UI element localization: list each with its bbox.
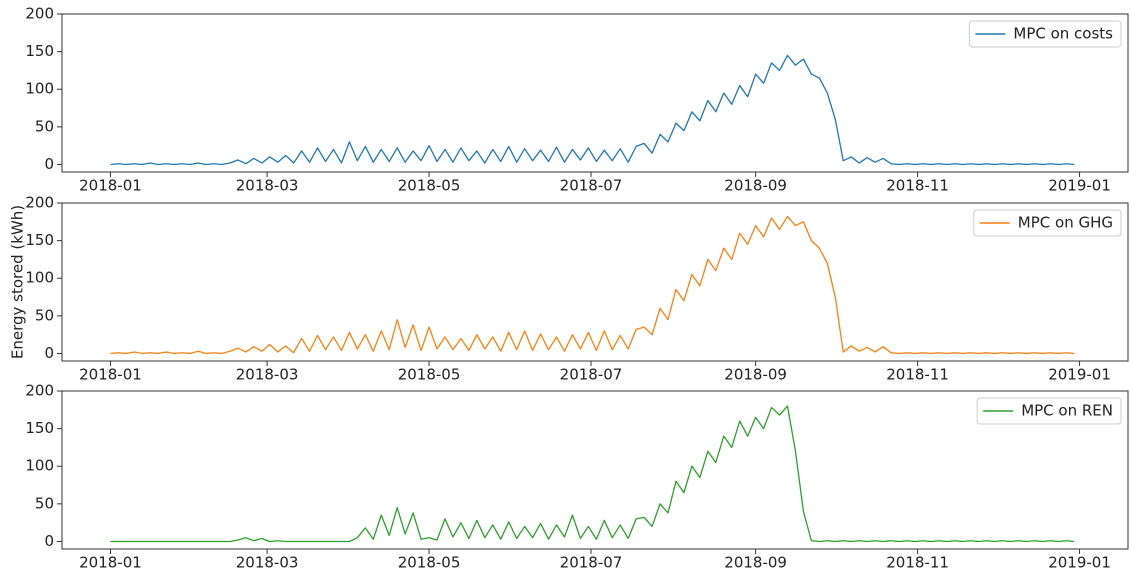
data-line xyxy=(110,54,1075,166)
x-tick-label: 2018-01 xyxy=(79,554,142,571)
y-axis-label: Energy stored (kWh) xyxy=(9,205,27,359)
legend-box xyxy=(968,20,1122,48)
y-tick-label: 200 xyxy=(25,194,54,212)
y-tick-label: 200 xyxy=(25,382,54,400)
legend-box xyxy=(973,209,1122,237)
y-tick-label: 150 xyxy=(25,42,54,60)
x-tick-label: 2018-09 xyxy=(724,554,787,571)
x-tick-label: 2019-01 xyxy=(1048,554,1111,571)
y-tick-label: 100 xyxy=(25,269,54,287)
x-tick-label: 2018-11 xyxy=(886,366,949,384)
x-tick-label: 2018-05 xyxy=(398,554,461,571)
y-tick-label: 50 xyxy=(35,306,54,324)
x-tick-label: 2019-01 xyxy=(1048,366,1111,384)
y-tick-label: 200 xyxy=(25,5,54,23)
x-tick-label: 2019-01 xyxy=(1048,177,1111,195)
x-tick-label: 2018-05 xyxy=(398,177,461,195)
x-tick-label: 2018-03 xyxy=(236,177,299,195)
x-tick-label: 2018-07 xyxy=(560,177,623,195)
axes-frame xyxy=(61,13,1129,173)
x-tick-label: 2018-03 xyxy=(236,554,299,571)
legend: MPC on REN xyxy=(976,397,1122,425)
x-tick-label: 2018-07 xyxy=(560,366,623,384)
x-tick-label: 2018-05 xyxy=(398,366,461,384)
x-tick-label: 2018-03 xyxy=(236,366,299,384)
y-tick-label: 100 xyxy=(25,80,54,98)
legend-label: MPC on costs xyxy=(1013,25,1113,43)
legend-label: MPC on GHG xyxy=(1018,214,1113,232)
x-tick-label: 2018-01 xyxy=(79,177,142,195)
x-tick-label: 2018-11 xyxy=(886,177,949,195)
axes-frame xyxy=(61,202,1129,362)
axes-frame xyxy=(61,390,1129,550)
y-tick-label: 0 xyxy=(44,344,54,362)
legend-label: MPC on REN xyxy=(1021,402,1113,420)
x-tick-label: 2018-09 xyxy=(724,177,787,195)
y-tick-label: 50 xyxy=(35,494,54,512)
y-tick-label: 0 xyxy=(44,155,54,173)
x-tick-label: 2018-07 xyxy=(560,554,623,571)
x-tick-label: 2018-09 xyxy=(724,366,787,384)
data-line xyxy=(110,405,1075,543)
legend-box xyxy=(976,397,1122,425)
y-tick-label: 0 xyxy=(44,532,54,550)
y-tick-label: 150 xyxy=(25,231,54,249)
legend: MPC on GHG xyxy=(973,209,1122,237)
x-tick-label: 2018-01 xyxy=(79,366,142,384)
y-tick-label: 150 xyxy=(25,419,54,437)
legend: MPC on costs xyxy=(968,20,1122,48)
y-tick-label: 50 xyxy=(35,117,54,135)
y-tick-label: 100 xyxy=(25,457,54,475)
data-line xyxy=(110,215,1075,355)
x-tick-label: 2018-11 xyxy=(886,554,949,571)
